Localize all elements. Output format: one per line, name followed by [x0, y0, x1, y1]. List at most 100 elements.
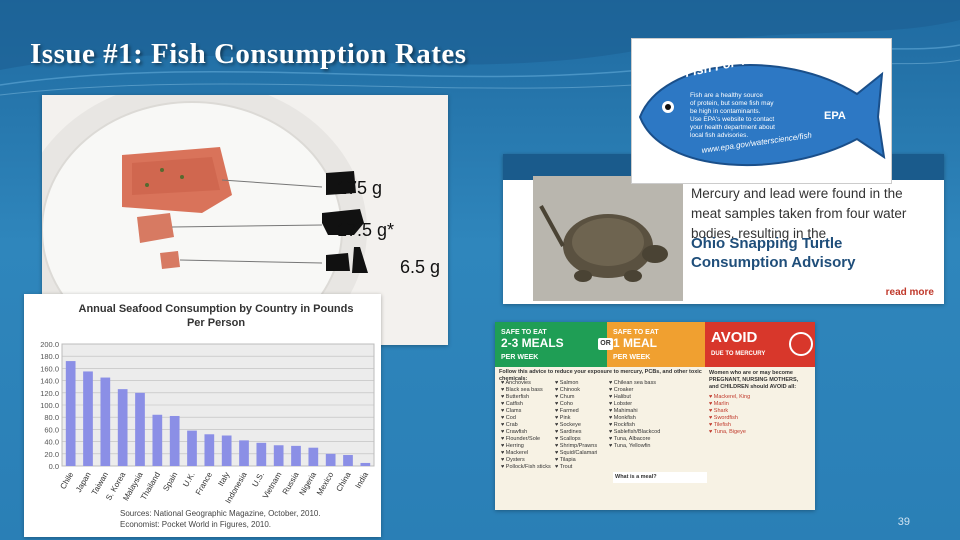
- plate-label-175g: 175 g: [337, 178, 383, 198]
- adv-list4-item: ♥ Tilefish: [709, 422, 731, 428]
- seafood-consumption-chart: Annual Seafood Consumption by Country in…: [24, 294, 381, 537]
- x-tick-label: France: [194, 470, 215, 497]
- adv-list3-item: ♥ Lobster: [609, 401, 633, 407]
- plate-illustration: [42, 95, 448, 345]
- bar: [100, 377, 111, 466]
- x-tick-label: Mexico: [315, 470, 336, 497]
- read-more-link[interactable]: read more: [885, 287, 934, 298]
- adv-list2-item: ♥ Sardines: [555, 429, 582, 435]
- x-tick-label: Chile: [58, 470, 75, 491]
- fish-consumption-advisory: SAFE TO EAT 2-3 MEALS PER WEEK SAFE TO E…: [495, 322, 815, 510]
- adv-col2-line1: SAFE TO EAT: [613, 329, 659, 336]
- y-tick-label: 0.0: [49, 462, 59, 471]
- adv-list3-item: ♥ Rockfish: [609, 422, 635, 428]
- y-tick-label: 40.0: [44, 438, 59, 447]
- adv-list2-item: ♥ Scallops: [555, 436, 581, 442]
- adv-col2-line2: 1 MEAL: [613, 336, 658, 350]
- epa-fish-line-2: of protein, but some fish may: [690, 100, 774, 107]
- state-oregon-icon: [326, 171, 356, 195]
- y-tick-label: 100.0: [40, 401, 59, 410]
- adv-list3-item: ♥ Chilean sea bass: [609, 380, 656, 386]
- epa-fish-graphic: Fish For Your Health Fish are a healthy …: [638, 39, 886, 167]
- no-fish-icon: [789, 332, 813, 356]
- chart-sources: Sources: National Geographic Magazine, O…: [120, 508, 321, 530]
- adv-list2-item: ♥ Chum: [555, 394, 575, 400]
- y-tick-label: 80.0: [44, 413, 59, 422]
- adv-col2-line3: PER WEEK: [613, 354, 651, 361]
- adv-list1-item: ♥ Clams: [501, 408, 522, 414]
- bar: [239, 440, 249, 466]
- bar: [117, 389, 128, 466]
- adv-list1-item: ♥ Pollock/Fish sticks: [501, 464, 551, 470]
- adv-list3-item: ♥ Tuna, Albacore: [609, 436, 651, 442]
- adv-list-1: ♥ Anchovies ♥ Black sea bass ♥ Butterfish ♥…: [501, 380, 553, 471]
- y-tick-label: 140.0: [40, 377, 59, 386]
- adv-list-4: ♥ Mackerel, King ♥ Marlin ♥ Shark ♥ Swordfi…: [709, 394, 809, 436]
- adv-col1-line3: PER WEEK: [501, 354, 539, 361]
- chart-source-1: Sources: National Geographic Magazine, O…: [120, 509, 321, 518]
- adv-list4-item: ♥ Marlin: [709, 401, 729, 407]
- bar: [325, 453, 336, 466]
- adv-col1-line1: SAFE TO EAT: [501, 329, 547, 336]
- bar: [83, 371, 93, 466]
- adv-meal-note: What is a meal?: [613, 472, 707, 483]
- adv-list3-item: ♥ Mahimahi: [609, 408, 638, 414]
- adv-list1-item: ♥ Anchovies: [501, 380, 531, 386]
- adv-list3-item: ♥ Tuna, Yellowfin: [609, 443, 651, 449]
- epa-fish-line-5: your health department about: [690, 124, 775, 131]
- bar: [256, 442, 267, 466]
- chart-plot: 200.0 180.0 160.0 140.0 120.0 100.0 80.0 60.0 40…: [40, 340, 375, 505]
- adv-list2-item: ♥ Coho: [555, 401, 573, 407]
- adv-list2-item: ♥ Sockeye: [555, 422, 581, 428]
- adv-list4-item: ♥ Tuna, Bigeye: [709, 429, 746, 435]
- adv-list1-item: ♥ Herring: [501, 443, 524, 449]
- y-tick-label: 120.0: [40, 389, 59, 398]
- turtle-text: Mercury and lead were found in the meat …: [691, 186, 907, 241]
- adv-list2-item: ♥ Tilapia: [555, 457, 576, 463]
- epa-logo-icon: EPA: [824, 110, 846, 122]
- bar: [308, 447, 319, 466]
- adv-list1-item: ♥ Mackerel: [501, 450, 529, 456]
- adv-list1-item: ♥ Butterfish: [501, 394, 530, 400]
- adv-col3-line1: AVOID: [711, 329, 758, 346]
- bar: [65, 361, 76, 466]
- adv-list1-item: ♥ Crawfish: [501, 429, 528, 435]
- epa-fish-card: Fish For Your Health Fish are a healthy …: [631, 38, 892, 184]
- adv-list-3: ♥ Chilean sea bass ♥ Croaker ♥ Halibut ♥ Lo…: [609, 380, 704, 450]
- bar: [187, 430, 197, 466]
- adv-list1-item: ♥ Cod: [501, 415, 516, 421]
- adv-list2-item: ♥ Pink: [555, 415, 571, 421]
- page-number: 39: [897, 516, 910, 528]
- y-tick-label: 20.0: [44, 450, 59, 459]
- bar: [273, 445, 284, 466]
- adv-list4-item: ♥ Mackerel, King: [709, 394, 751, 400]
- x-tick-label: U.K.: [181, 471, 197, 489]
- turtle-headline: Ohio Snapping Turtle Consumption Advisor…: [691, 235, 856, 271]
- salmon-large-icon: [122, 147, 232, 213]
- plate-label-6-5g: 6.5 g: [400, 257, 441, 277]
- adv-list1-item: ♥ Catfish: [501, 401, 523, 407]
- state-idaho-icon: [352, 247, 368, 273]
- x-tick-label: India: [354, 470, 371, 490]
- adv-list1-item: ♥ Oysters: [501, 457, 525, 463]
- x-tick-label: Italy: [216, 471, 231, 488]
- x-tick-label: China: [334, 470, 353, 493]
- adv-women-note: Women who are or may become PREGNANT, NU…: [709, 370, 799, 390]
- adv-or-badge: OR: [598, 338, 613, 350]
- slide-title: Issue #1: Fish Consumption Rates: [30, 38, 467, 70]
- adv-list2-item: ♥ Chinook: [555, 387, 580, 393]
- usa-map-icon: [322, 209, 364, 235]
- bar: [152, 414, 163, 466]
- state-washington-icon: [326, 253, 350, 271]
- bar: [343, 455, 353, 466]
- y-tick-label: 180.0: [40, 352, 59, 361]
- adv-list2-item: ♥ Squid/Calamari: [555, 450, 598, 456]
- chart-source-2: Economist: Pocket World in Figures, 2010…: [120, 520, 272, 529]
- x-tick-label: Spain: [161, 471, 179, 493]
- adv-intro: Follow this advice to reduce your exposu…: [499, 369, 702, 382]
- advisory-col-avoid: AVOID DUE TO MERCURY: [705, 322, 815, 367]
- adv-list2-item: ♥ Salmon: [555, 380, 579, 386]
- adv-list1-item: ♥ Crab: [501, 422, 518, 428]
- adv-list3-item: ♥ Sablefish/Blackcod: [609, 429, 661, 435]
- adv-list2-item: ♥ Farmed: [555, 408, 579, 414]
